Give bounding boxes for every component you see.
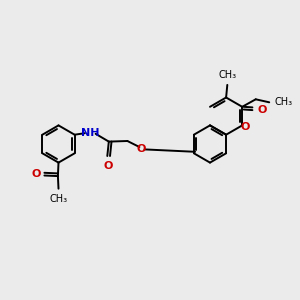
Text: O: O (103, 161, 112, 171)
Text: O: O (32, 169, 41, 179)
Text: CH₃: CH₃ (50, 194, 68, 204)
Text: O: O (136, 144, 146, 154)
Text: CH₃: CH₃ (218, 70, 236, 80)
Text: O: O (257, 105, 267, 115)
Text: O: O (241, 122, 250, 132)
Text: NH: NH (81, 128, 100, 138)
Text: CH₃: CH₃ (274, 97, 293, 107)
